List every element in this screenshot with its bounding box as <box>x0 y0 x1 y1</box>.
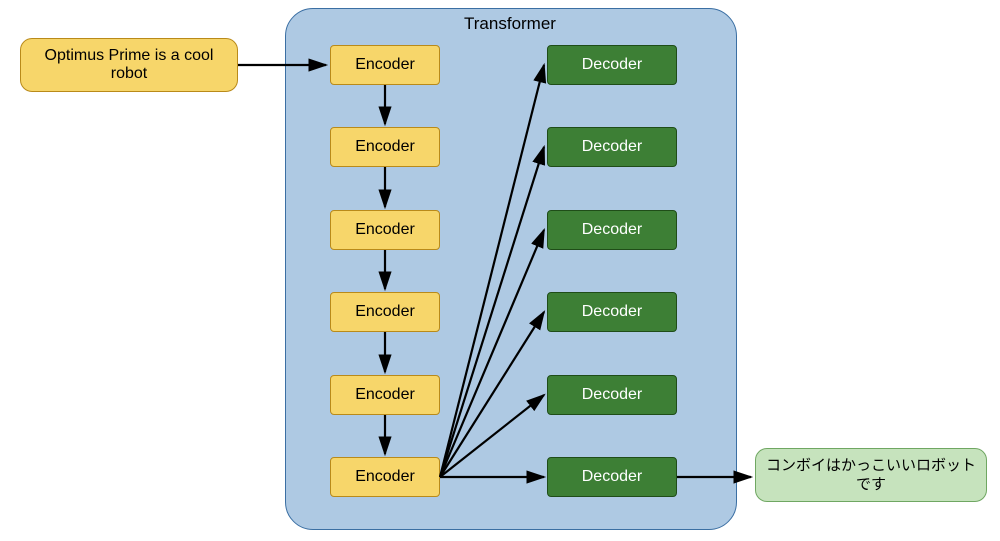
transformer-panel <box>285 8 737 530</box>
encoder-label: Encoder <box>355 221 415 239</box>
decoder-label: Decoder <box>582 386 642 404</box>
decoder-box: Decoder <box>547 127 677 167</box>
encoder-label: Encoder <box>355 138 415 156</box>
input-box: Optimus Prime is a cool robot <box>20 38 238 92</box>
encoder-label: Encoder <box>355 56 415 74</box>
output-text: コンボイはかっこいいロボットです <box>764 456 978 495</box>
encoder-label: Encoder <box>355 468 415 486</box>
decoder-box: Decoder <box>547 292 677 332</box>
decoder-label: Decoder <box>582 56 642 74</box>
encoder-label: Encoder <box>355 386 415 404</box>
encoder-box: Encoder <box>330 127 440 167</box>
encoder-box: Encoder <box>330 457 440 497</box>
diagram-stage: Transformer Optimus Prime is a cool robo… <box>0 0 1000 541</box>
transformer-title: Transformer <box>450 14 570 34</box>
encoder-box: Encoder <box>330 292 440 332</box>
decoder-label: Decoder <box>582 303 642 321</box>
decoder-box: Decoder <box>547 457 677 497</box>
output-box: コンボイはかっこいいロボットです <box>755 448 987 502</box>
encoder-box: Encoder <box>330 210 440 250</box>
decoder-label: Decoder <box>582 221 642 239</box>
decoder-label: Decoder <box>582 468 642 486</box>
input-text: Optimus Prime is a cool robot <box>31 47 227 83</box>
decoder-label: Decoder <box>582 138 642 156</box>
encoder-box: Encoder <box>330 45 440 85</box>
decoder-box: Decoder <box>547 210 677 250</box>
encoder-box: Encoder <box>330 375 440 415</box>
encoder-label: Encoder <box>355 303 415 321</box>
decoder-box: Decoder <box>547 45 677 85</box>
decoder-box: Decoder <box>547 375 677 415</box>
